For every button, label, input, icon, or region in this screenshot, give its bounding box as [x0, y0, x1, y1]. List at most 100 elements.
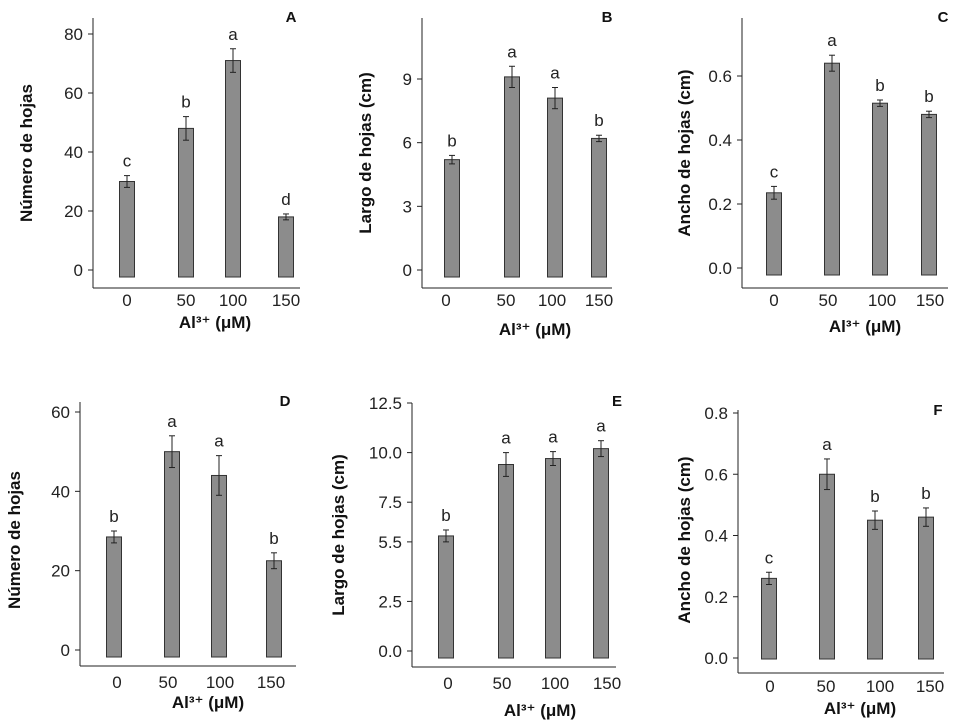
bar [593, 448, 609, 659]
panel-label: B [602, 9, 613, 26]
y-tick-label: 0 [74, 261, 83, 280]
bar [591, 137, 607, 278]
x-tick-label: 50 [159, 673, 178, 692]
bar [211, 474, 227, 658]
bar [824, 62, 840, 276]
bar [444, 159, 460, 278]
bar [504, 76, 520, 278]
significance-letter: a [214, 432, 224, 451]
y-axis-title: Número de hojas [5, 471, 24, 609]
significance-letter: a [596, 417, 606, 436]
bar [266, 560, 282, 658]
y-tick-label: 9 [403, 70, 412, 89]
bar [278, 216, 294, 278]
x-axis-title: Al³⁺ (μM) [824, 699, 896, 718]
x-tick-label: 100 [868, 291, 896, 310]
bar [761, 577, 777, 660]
bar [547, 97, 563, 278]
chart-panel-b: 0 3 6 9 b 0 a 50 a 100 b 150 Al³⁺ (μM) Largo de hojas… [356, 9, 613, 339]
significance-letter: a [822, 435, 832, 454]
x-tick-label: 100 [541, 674, 569, 693]
significance-letter: a [548, 428, 558, 447]
y-tick-label: 0.0 [378, 642, 402, 661]
y-tick-label: 10.0 [369, 444, 402, 463]
significance-letter: b [441, 506, 450, 525]
y-tick-label: 0.0 [704, 649, 728, 668]
bar [872, 102, 888, 276]
significance-letter: a [167, 412, 177, 431]
panel-label: D [280, 393, 291, 410]
bar [178, 127, 194, 278]
y-tick-label: 0.6 [704, 465, 728, 484]
y-tick-label: 40 [64, 143, 83, 162]
x-tick-label: 0 [112, 673, 121, 692]
y-tick-label: 0.4 [708, 131, 732, 150]
bar [164, 451, 180, 658]
x-tick-label: 50 [817, 677, 836, 696]
y-tick-label: 80 [64, 25, 83, 44]
significance-letter: b [921, 484, 930, 503]
bar [918, 516, 934, 660]
significance-letter: b [875, 76, 884, 95]
panel-label: A [286, 9, 297, 26]
x-tick-label: 150 [585, 291, 613, 310]
x-axis-title: Al³⁺ (μM) [179, 313, 251, 332]
y-tick-label: 0.2 [708, 195, 732, 214]
significance-letter: c [123, 152, 132, 171]
bar [498, 464, 514, 659]
x-tick-label: 0 [122, 291, 131, 310]
chart-panel-a: 0 20 40 60 80 c 0 b 50 a 100 d 150 Al³⁺ (μM) Número de… [17, 9, 300, 332]
y-tick-label: 5.5 [378, 533, 402, 552]
x-axis-title: Al³⁺ (μM) [504, 701, 576, 720]
x-tick-label: 50 [177, 291, 196, 310]
y-tick-label: 40 [51, 482, 70, 501]
significance-letter: b [447, 131, 456, 150]
significance-letter: a [501, 429, 511, 448]
x-tick-label: 50 [497, 291, 516, 310]
bar [921, 113, 937, 276]
panel-label: F [933, 402, 942, 419]
bar [438, 535, 454, 659]
significance-letter: b [594, 111, 603, 130]
y-tick-label: 0 [61, 641, 70, 660]
x-tick-label: 100 [206, 673, 234, 692]
significance-letter: a [550, 63, 560, 82]
y-tick-label: 0.8 [704, 404, 728, 423]
y-tick-label: 6 [403, 134, 412, 153]
x-tick-label: 100 [538, 291, 566, 310]
significance-letter: b [109, 507, 118, 526]
x-tick-label: 0 [443, 674, 452, 693]
x-tick-label: 0 [769, 291, 778, 310]
y-tick-label: 7.5 [378, 493, 402, 512]
bar [766, 192, 782, 276]
significance-letter: b [924, 87, 933, 106]
x-tick-label: 150 [593, 674, 621, 693]
x-tick-label: 100 [866, 677, 894, 696]
y-tick-label: 0.6 [708, 67, 732, 86]
significance-letter: a [507, 42, 517, 61]
x-tick-label: 50 [493, 674, 512, 693]
significance-letter: b [269, 529, 278, 548]
y-tick-label: 3 [403, 197, 412, 216]
panel-label: E [612, 393, 622, 410]
y-axis-title: Largo de hojas (cm) [356, 72, 375, 234]
bar [819, 473, 835, 660]
bar [867, 519, 883, 660]
y-axis-title: Ancho de hojas (cm) [675, 456, 694, 623]
chart-panel-e: 0.0 2.5 5.5 7.5 10.0 12.5 b 0 a 50 a 100 a 150 Al³⁺ (μ… [329, 393, 622, 720]
chart-panel-d: 0 20 40 60 b 0 a 50 a 100 b 150 Al³⁺ (μM) Número de h… [5, 393, 296, 712]
x-tick-label: 150 [257, 673, 285, 692]
y-tick-label: 60 [64, 84, 83, 103]
significance-letter: b [870, 487, 879, 506]
y-tick-label: 2.5 [378, 592, 402, 611]
x-tick-label: 150 [916, 291, 944, 310]
significance-letter: c [770, 162, 779, 181]
panel-label: C [938, 9, 949, 26]
significance-letter: a [827, 31, 837, 50]
significance-letter: d [281, 190, 290, 209]
bar [106, 536, 122, 658]
y-tick-label: 0.0 [708, 259, 732, 278]
significance-letter: c [765, 548, 774, 567]
x-tick-label: 50 [819, 291, 838, 310]
